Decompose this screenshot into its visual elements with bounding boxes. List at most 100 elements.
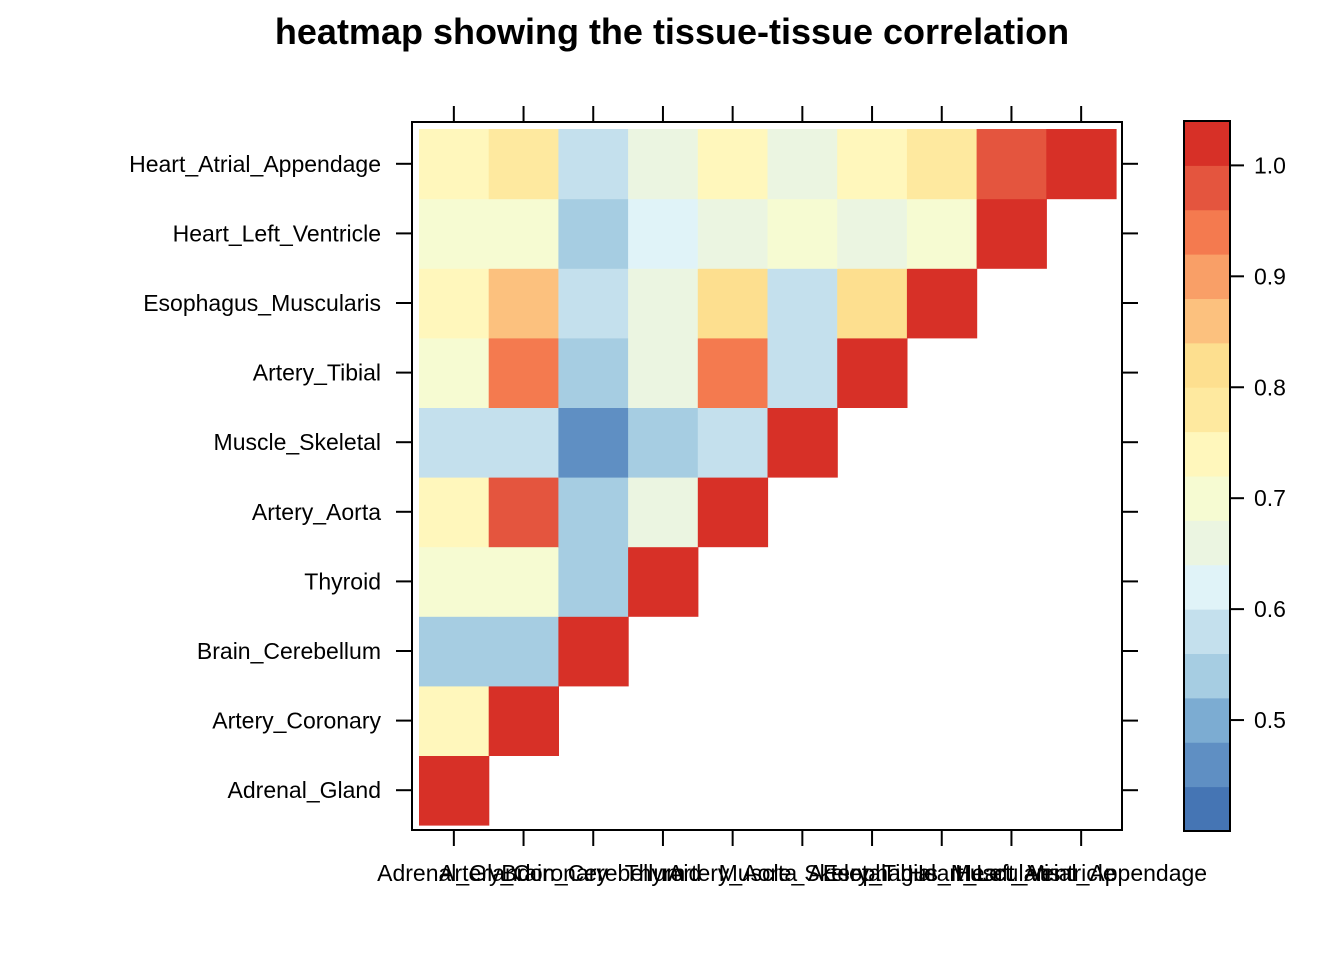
colorbar-band — [1184, 742, 1230, 788]
y-tick-label: Thyroid — [304, 568, 381, 594]
heatmap-cell — [1046, 129, 1117, 200]
axis-ticks — [396, 106, 1138, 846]
y-tick-label: Artery_Coronary — [212, 708, 381, 734]
heatmap-cell — [558, 616, 629, 687]
colorbar-band — [1184, 520, 1230, 566]
colorbar-band — [1184, 653, 1230, 699]
heatmap-cell — [628, 407, 699, 478]
colorbar-tick-label: 0.7 — [1254, 485, 1286, 511]
y-tick-label: Brain_Cerebellum — [197, 638, 381, 664]
heatmap-cell — [488, 685, 559, 756]
y-axis-labels: Adrenal_Gland Artery_Coronary Brain_Cerebe… — [129, 151, 381, 803]
heatmap-cell — [628, 477, 699, 548]
heatmap-cell — [419, 337, 490, 408]
heatmap-cell — [488, 198, 559, 269]
colorbar-band — [1184, 786, 1230, 832]
colorbar-band — [1184, 564, 1230, 610]
colorbar-tick-label: 0.6 — [1254, 596, 1286, 622]
y-tick-label: Esophagus_Muscularis — [143, 290, 381, 316]
y-tick-label: Artery_Tibial — [253, 360, 381, 386]
heatmap-cell — [837, 337, 908, 408]
x-tick-label: Artery_Tibial — [808, 860, 936, 886]
heatmap-cell — [628, 129, 699, 200]
colorbar-tick-label: 1.0 — [1254, 152, 1286, 178]
heatmap-cell — [558, 268, 629, 339]
heatmap-cell — [697, 477, 769, 548]
heatmap-cells — [419, 129, 1117, 826]
heatmap-cell — [558, 407, 629, 478]
x-tick-label: Thyroid — [625, 860, 702, 886]
heatmap-cell — [419, 546, 490, 617]
heatmap-cell — [976, 198, 1047, 269]
heatmap-cell — [697, 129, 769, 200]
colorbar-band — [1184, 298, 1230, 344]
x-tick-label: Artery_Coronary — [439, 860, 608, 886]
chart-title: heatmap showing the tissue-tissue correl… — [275, 11, 1069, 52]
heatmap-cell — [558, 337, 629, 408]
y-tick-label: Muscle_Skeletal — [214, 429, 381, 455]
y-tick-label: Heart_Atrial_Appendage — [129, 151, 381, 177]
heatmap-cell — [488, 546, 559, 617]
heatmap-cell — [488, 337, 559, 408]
heatmap-cell — [697, 337, 769, 408]
heatmap-cell — [767, 268, 838, 339]
heatmap-cell — [906, 129, 978, 200]
heatmap-cell — [628, 198, 699, 269]
colorbar-band — [1184, 431, 1230, 477]
x-tick-label: Brain_Cerebellum — [501, 860, 685, 886]
heatmap-cell — [628, 268, 699, 339]
heatmap-cell — [488, 129, 559, 200]
colorbar-frame — [1183, 120, 1231, 832]
heatmap-cell — [419, 755, 490, 826]
colorbar-band — [1184, 121, 1230, 166]
x-tick-label: Heart_Left_Ventricle — [907, 860, 1115, 886]
colorbar-band — [1184, 697, 1230, 743]
x-axis-labels: Adrenal_GlandArtery_CoronaryBrain_Cerebe… — [377, 860, 1207, 886]
colorbar-tick-label: 0.5 — [1254, 707, 1286, 733]
colorbar-band — [1184, 342, 1230, 388]
heatmap-cell — [558, 546, 629, 617]
heatmap-cell — [906, 268, 978, 339]
heatmap-cell — [558, 198, 629, 269]
x-tick-label: Esophagus_Muscularis — [823, 860, 1061, 886]
colorbar-band — [1184, 254, 1230, 300]
heatmap-cell — [628, 546, 699, 617]
colorbar-band — [1184, 165, 1230, 211]
heatmap-cell — [558, 129, 629, 200]
heatmap-cell — [419, 477, 490, 548]
heatmap-cell — [419, 198, 490, 269]
heatmap-cell — [697, 407, 769, 478]
heatmap-cell — [488, 268, 559, 339]
y-tick-label: Artery_Aorta — [252, 499, 381, 525]
colorbar-band — [1184, 387, 1230, 433]
heatmap-cell — [976, 129, 1047, 200]
heatmap-cell — [767, 198, 838, 269]
x-tick-label: Adrenal_Gland — [377, 860, 530, 886]
heatmap-cell — [767, 407, 838, 478]
heatmap-cell — [628, 337, 699, 408]
colorbar-tick-label: 0.9 — [1254, 263, 1286, 289]
heatmap-cell — [837, 268, 908, 339]
heatmap-cell — [906, 198, 978, 269]
heatmap-cell — [697, 268, 769, 339]
heatmap-cell — [419, 407, 490, 478]
heatmap-cell — [837, 198, 908, 269]
heatmap-cell — [837, 129, 908, 200]
heatmap-cell — [488, 616, 559, 687]
heatmap-cell — [419, 268, 490, 339]
heatmap-cell — [558, 477, 629, 548]
x-tick-label: Muscle_Skeletal — [719, 860, 886, 886]
plot-frame — [411, 121, 1123, 831]
colorbar: 0.5 0.6 0.7 0.8 0.9 1.0 — [1183, 120, 1286, 832]
heatmap-cell — [419, 685, 490, 756]
heatmap-cell — [697, 198, 769, 269]
colorbar-band — [1184, 609, 1230, 654]
x-tick-label: Artery_Aorta — [668, 860, 797, 886]
y-tick-label: Adrenal_Gland — [228, 777, 381, 803]
x-tick-label: Heart_Atrial_Appendage — [955, 860, 1207, 886]
y-tick-label: Heart_Left_Ventricle — [173, 220, 381, 246]
colorbar-tick-label: 0.8 — [1254, 374, 1286, 400]
heatmap-cell — [488, 407, 559, 478]
heatmap-cell — [419, 616, 490, 687]
